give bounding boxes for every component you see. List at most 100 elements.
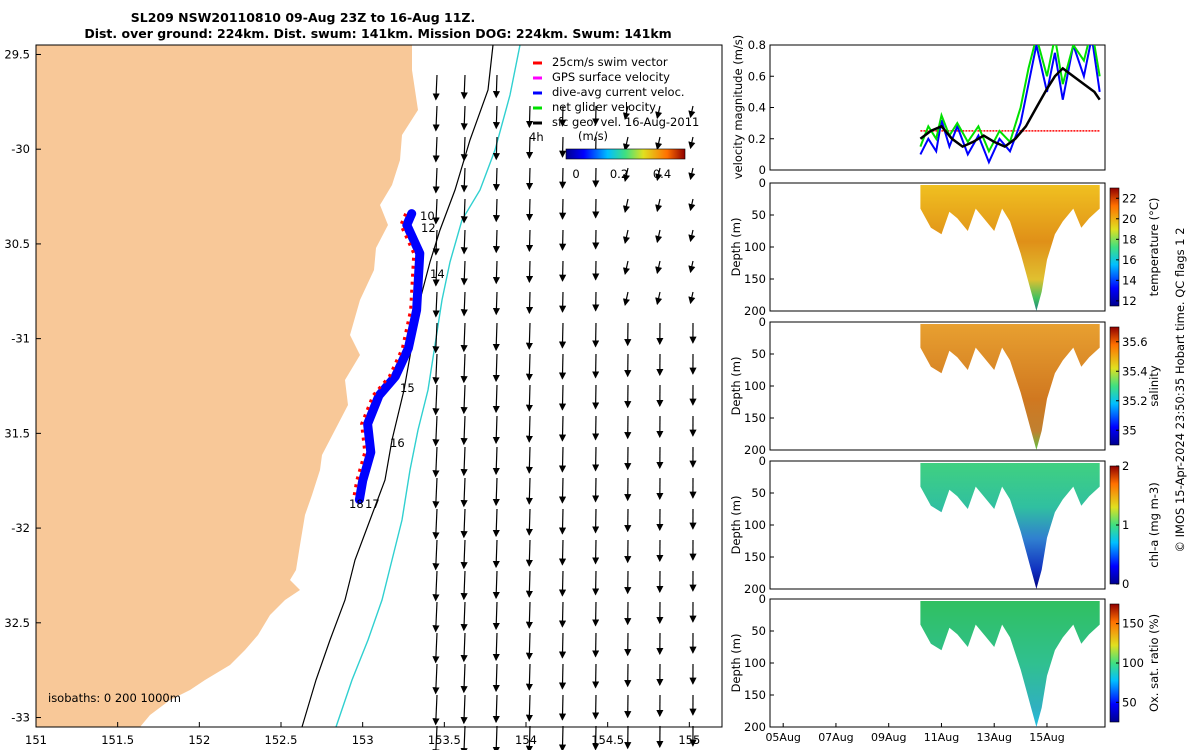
section-colorbar-tick-label: 22 xyxy=(1122,191,1137,205)
section-colorbar-tick-label: 16 xyxy=(1122,253,1137,267)
geo-velocity-vector xyxy=(562,602,563,627)
section-colorbar-tick-label: 14 xyxy=(1122,273,1137,287)
section-y-tick-label: 150 xyxy=(744,272,766,286)
geo-velocity-vector xyxy=(562,354,563,379)
section-colorbar-tick-label: 35.4 xyxy=(1122,364,1148,378)
geo-velocity-vector xyxy=(529,695,530,721)
geo-velocity-vector xyxy=(562,509,563,534)
section-colorbar-tick-label: 1 xyxy=(1122,518,1129,532)
map-x-tick-label: 153.5 xyxy=(428,733,461,747)
section-ylabel: Depth (m) xyxy=(729,357,743,416)
geo-velocity-vector xyxy=(562,726,563,750)
map-x-tick-label: 152 xyxy=(188,733,210,747)
section-colorbar-tick-label: 20 xyxy=(1122,212,1137,226)
geo-velocity-vector xyxy=(496,230,497,252)
geo-velocity-vector xyxy=(529,106,530,127)
geo-velocity-vector xyxy=(562,323,563,348)
geo-velocity-vector xyxy=(529,540,530,566)
section-y-tick-label: 150 xyxy=(744,411,766,425)
geo-velocity-vector xyxy=(529,633,530,659)
section-colorbar-tick-label: 18 xyxy=(1122,232,1137,246)
section-colorbar-tick-label: 35 xyxy=(1122,423,1137,437)
day-label: 17 xyxy=(365,497,380,511)
geo-velocity-vector xyxy=(496,137,497,159)
geo-velocity-vector xyxy=(529,168,530,189)
map-x-tick-label: 151.5 xyxy=(101,733,134,747)
geo-velocity-vector xyxy=(562,416,563,441)
time-x-tick-label: 09Aug xyxy=(871,731,906,744)
geo-velocity-vector xyxy=(529,664,530,690)
speed-colorbar-tick: 0.2 xyxy=(610,167,628,181)
velocity-panel: 00.20.40.60.8 velocity magnitude (m/s) xyxy=(731,29,1105,179)
geo-velocity-vector xyxy=(529,230,530,251)
section-y-tick-label: 200 xyxy=(744,720,766,734)
geo-velocity-vector xyxy=(529,292,530,313)
section-y-tick-label: 50 xyxy=(751,208,766,222)
geo-velocity-vector xyxy=(496,199,497,221)
geo-velocity-vector xyxy=(562,664,563,689)
legend-label: 25cm/s swim vector xyxy=(552,55,668,69)
velocity-y-tick-label: 0 xyxy=(759,163,766,177)
section-y-tick-label: 100 xyxy=(744,518,766,532)
legend-label: sfc geo. vel. 16-Aug-2011 xyxy=(552,115,699,129)
section-colorbar-label: temperature (°C) xyxy=(1147,198,1161,297)
time-x-tick-label: 11Aug xyxy=(924,731,959,744)
day-label: 18 xyxy=(349,497,364,511)
section-colorbar-tick-label: 0 xyxy=(1122,577,1129,591)
map-y-tick-label: -31 xyxy=(11,332,30,346)
map-x-tick-label: 155 xyxy=(678,733,700,747)
geo-velocity-vector xyxy=(529,602,530,628)
velocity-y-tick-label: 0.2 xyxy=(748,132,766,146)
geo-velocity-vector xyxy=(562,447,563,472)
section-colorbar-tick-label: 100 xyxy=(1122,656,1144,670)
map-y-tick-label: -33 xyxy=(11,711,30,725)
section-colorbar xyxy=(1110,188,1119,306)
day-label: 12 xyxy=(421,221,436,235)
section-y-tick-label: 100 xyxy=(744,240,766,254)
section-colorbar-label: salinity xyxy=(1147,365,1161,406)
legend-label: dive-avg current veloc. xyxy=(552,85,685,99)
geo-velocity-vector xyxy=(529,478,530,504)
geo-velocity-vector xyxy=(529,447,530,473)
title-line-2: Dist. over ground: 224km. Dist. swum: 14… xyxy=(84,26,671,41)
isobath-label: isobaths: 0 200 1000m xyxy=(48,691,181,705)
section-y-tick-label: 0 xyxy=(759,176,766,190)
map-x-tick-label: 153 xyxy=(352,733,374,747)
section-y-tick-label: 100 xyxy=(744,656,766,670)
section-colorbar-tick-label: 35.2 xyxy=(1122,394,1148,408)
legend-label: GPS surface velocity xyxy=(552,70,670,84)
day-label: 14 xyxy=(430,267,445,281)
section-colorbar-label: chl-a (mg m-3) xyxy=(1147,482,1161,567)
velocity-y-tick-label: 0.4 xyxy=(748,101,766,115)
geo-velocity-vector xyxy=(529,323,530,349)
geo-velocity-vector xyxy=(529,199,530,220)
geo-velocity-vector xyxy=(562,571,563,596)
section-y-tick-label: 50 xyxy=(751,486,766,500)
map-x-tick-label: 152.5 xyxy=(265,733,298,747)
legend-label: net glider velocity xyxy=(552,100,656,114)
map-y-tick-label: 32.5 xyxy=(4,616,30,630)
day-label: 15 xyxy=(400,381,415,395)
geo-velocity-vector xyxy=(496,75,497,97)
section-y-tick-label: 150 xyxy=(744,550,766,564)
section-y-tick-label: 100 xyxy=(744,379,766,393)
copyright-note: © IMOS 15-Apr-2024 23:50:35 Hobart time.… xyxy=(1173,227,1187,552)
geo-velocity-vector xyxy=(562,695,563,720)
geo-velocity-vector xyxy=(562,540,563,565)
section-y-tick-label: 0 xyxy=(759,454,766,468)
time-x-tick-label: 13Aug xyxy=(976,731,1011,744)
section-colorbar-tick-label: 35.6 xyxy=(1122,335,1148,349)
section-colorbar-label: Ox. sat. ratio (%) xyxy=(1147,614,1161,712)
section-y-tick-label: 0 xyxy=(759,315,766,329)
section-y-tick-label: 50 xyxy=(751,624,766,638)
geo-velocity-vector xyxy=(562,633,563,658)
day-label: 16 xyxy=(390,436,405,450)
section-ylabel: Depth (m) xyxy=(729,634,743,693)
geo-velocity-vector xyxy=(496,261,497,283)
velocity-y-tick-label: 0.8 xyxy=(748,38,766,52)
map-y-tick-label: 31.5 xyxy=(4,426,30,440)
